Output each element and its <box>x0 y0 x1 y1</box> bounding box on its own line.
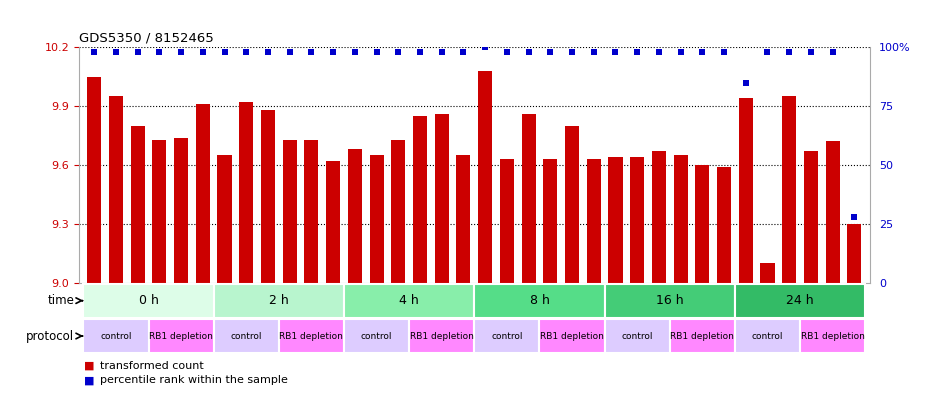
Bar <box>84 319 149 353</box>
Text: 24 h: 24 h <box>786 294 814 307</box>
Bar <box>283 140 297 283</box>
Bar <box>673 155 687 283</box>
Bar <box>153 140 166 283</box>
Text: percentile rank within the sample: percentile rank within the sample <box>100 375 288 385</box>
Bar <box>608 157 622 283</box>
Bar <box>87 77 101 283</box>
Bar <box>735 284 865 318</box>
Text: control: control <box>100 332 132 340</box>
Bar <box>826 141 840 283</box>
Text: control: control <box>621 332 653 340</box>
Bar <box>84 284 214 318</box>
Bar <box>304 140 318 283</box>
Bar <box>214 319 279 353</box>
Bar <box>348 149 362 283</box>
Text: 0 h: 0 h <box>139 294 158 307</box>
Bar <box>604 319 670 353</box>
Bar <box>804 151 818 283</box>
Bar <box>738 98 752 283</box>
Text: control: control <box>231 332 262 340</box>
Text: 16 h: 16 h <box>656 294 684 307</box>
Text: ■: ■ <box>84 375 94 385</box>
Bar <box>218 155 232 283</box>
Bar <box>369 155 384 283</box>
Text: ■: ■ <box>84 361 94 371</box>
Text: control: control <box>491 332 523 340</box>
Text: RB1 depletion: RB1 depletion <box>671 332 735 340</box>
Bar <box>344 284 474 318</box>
Bar <box>326 161 340 283</box>
Text: 2 h: 2 h <box>269 294 288 307</box>
Bar <box>522 114 536 283</box>
Text: time: time <box>47 294 74 307</box>
Bar <box>631 157 644 283</box>
Text: transformed count: transformed count <box>100 361 205 371</box>
Bar <box>735 319 800 353</box>
Bar <box>196 104 210 283</box>
Text: RB1 depletion: RB1 depletion <box>540 332 604 340</box>
Text: RB1 depletion: RB1 depletion <box>410 332 473 340</box>
Bar <box>696 165 710 283</box>
Bar <box>652 151 666 283</box>
Text: protocol: protocol <box>26 329 74 343</box>
Bar <box>539 319 604 353</box>
Bar <box>239 102 253 283</box>
Bar <box>174 138 188 283</box>
Bar <box>474 284 604 318</box>
Bar <box>604 284 735 318</box>
Bar <box>130 126 145 283</box>
Text: GDS5350 / 8152465: GDS5350 / 8152465 <box>79 31 214 44</box>
Bar <box>214 284 344 318</box>
Text: 8 h: 8 h <box>529 294 550 307</box>
Text: 4 h: 4 h <box>399 294 419 307</box>
Bar <box>782 96 796 283</box>
Bar <box>344 319 409 353</box>
Bar <box>761 263 775 283</box>
Text: control: control <box>361 332 392 340</box>
Bar <box>474 319 539 353</box>
Bar <box>409 319 474 353</box>
Bar <box>670 319 735 353</box>
Bar <box>149 319 214 353</box>
Bar <box>413 116 427 283</box>
Text: RB1 depletion: RB1 depletion <box>801 332 865 340</box>
Text: control: control <box>751 332 783 340</box>
Bar <box>457 155 471 283</box>
Text: RB1 depletion: RB1 depletion <box>280 332 343 340</box>
Bar <box>800 319 865 353</box>
Bar <box>847 224 861 283</box>
Text: RB1 depletion: RB1 depletion <box>149 332 213 340</box>
Bar <box>587 159 601 283</box>
Bar <box>434 114 449 283</box>
Bar <box>478 71 492 283</box>
Bar <box>499 159 514 283</box>
Bar <box>717 167 731 283</box>
Bar <box>392 140 405 283</box>
Bar <box>565 126 579 283</box>
Bar <box>109 96 123 283</box>
Bar <box>261 110 275 283</box>
Bar <box>279 319 344 353</box>
Bar <box>543 159 557 283</box>
